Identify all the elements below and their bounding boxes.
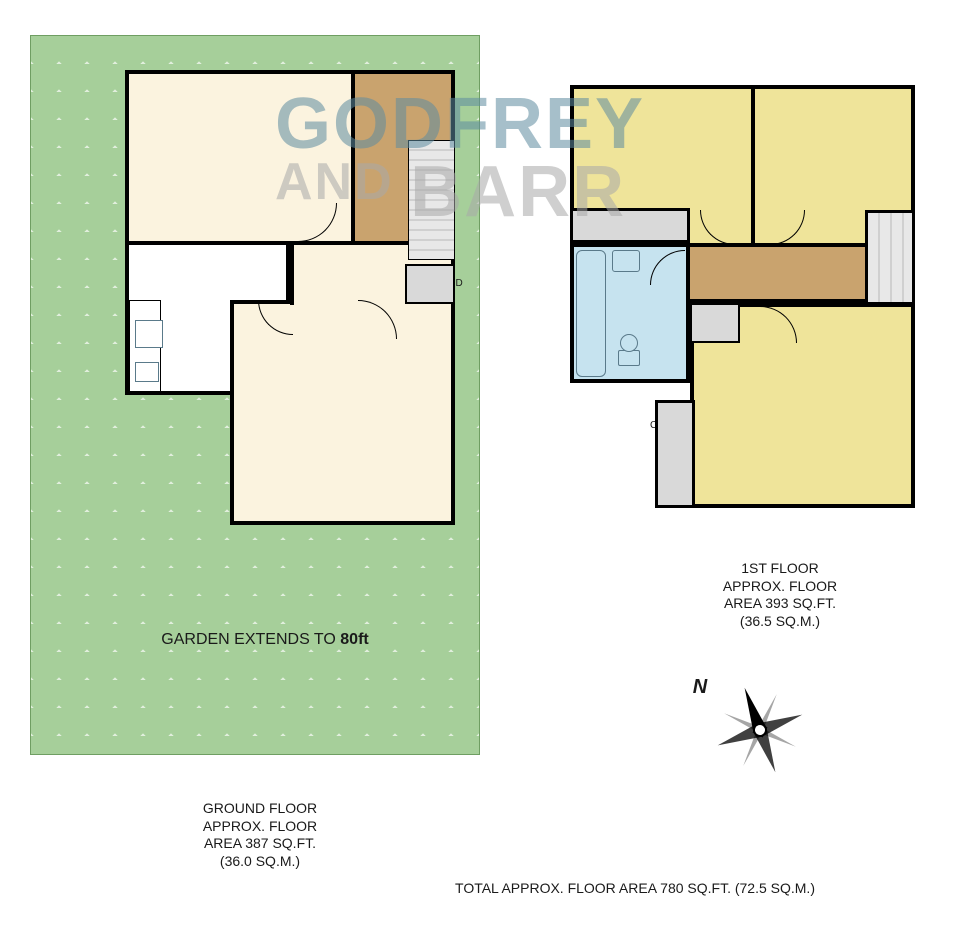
total-text: TOTAL APPROX. FLOOR AREA 780 SQ.FT. (72.… xyxy=(455,880,815,896)
first-footer: 1ST FLOOR APPROX. FLOOR AREA 393 SQ.FT. … xyxy=(690,560,870,630)
gf-l3: AREA 387 SQ.FT. xyxy=(204,835,316,851)
gf-l1: GROUND FLOOR xyxy=(203,800,317,816)
garden-text-b: 80ft xyxy=(340,631,368,648)
compass-n: N xyxy=(690,675,710,700)
stairs-first xyxy=(865,210,915,305)
bathtub xyxy=(576,250,606,377)
garden-label: GARDEN EXTENDS TO 80ft xyxy=(115,630,415,650)
sink xyxy=(135,362,159,382)
cupboard-ground xyxy=(405,264,455,304)
ff-l1: 1ST FLOOR xyxy=(741,560,819,576)
gf-l4: (36.0 SQ.M.) xyxy=(220,853,300,869)
ff-l2: APPROX. FLOOR xyxy=(723,578,837,594)
toilet-bowl xyxy=(620,334,638,352)
ff-l4: (36.5 SQ.M.) xyxy=(740,613,820,629)
basin xyxy=(612,250,640,272)
cupboard-side xyxy=(655,400,695,508)
reception-2 xyxy=(230,300,455,525)
ff-l3: AREA 393 SQ.FT. xyxy=(724,595,836,611)
floorplan-stage: RECEPTION 11'11 x 9'4 3.63m x 2.84m HALL… xyxy=(0,0,980,931)
cupboard-mid xyxy=(690,303,740,343)
gf-l2: APPROX. FLOOR xyxy=(203,818,317,834)
total-footer: TOTAL APPROX. FLOOR AREA 780 SQ.FT. (72.… xyxy=(395,880,875,898)
compass-icon xyxy=(700,670,820,790)
stairs-ground xyxy=(408,140,455,260)
stove xyxy=(135,320,163,348)
compass-n-text: N xyxy=(693,676,707,698)
ground-footer: GROUND FLOOR APPROX. FLOOR AREA 387 SQ.F… xyxy=(170,800,350,870)
cupboard-top xyxy=(570,208,690,243)
toilet-tank xyxy=(618,350,640,366)
wall-stub-1 xyxy=(290,245,294,300)
garden-text-a: GARDEN EXTENDS TO xyxy=(161,631,340,648)
